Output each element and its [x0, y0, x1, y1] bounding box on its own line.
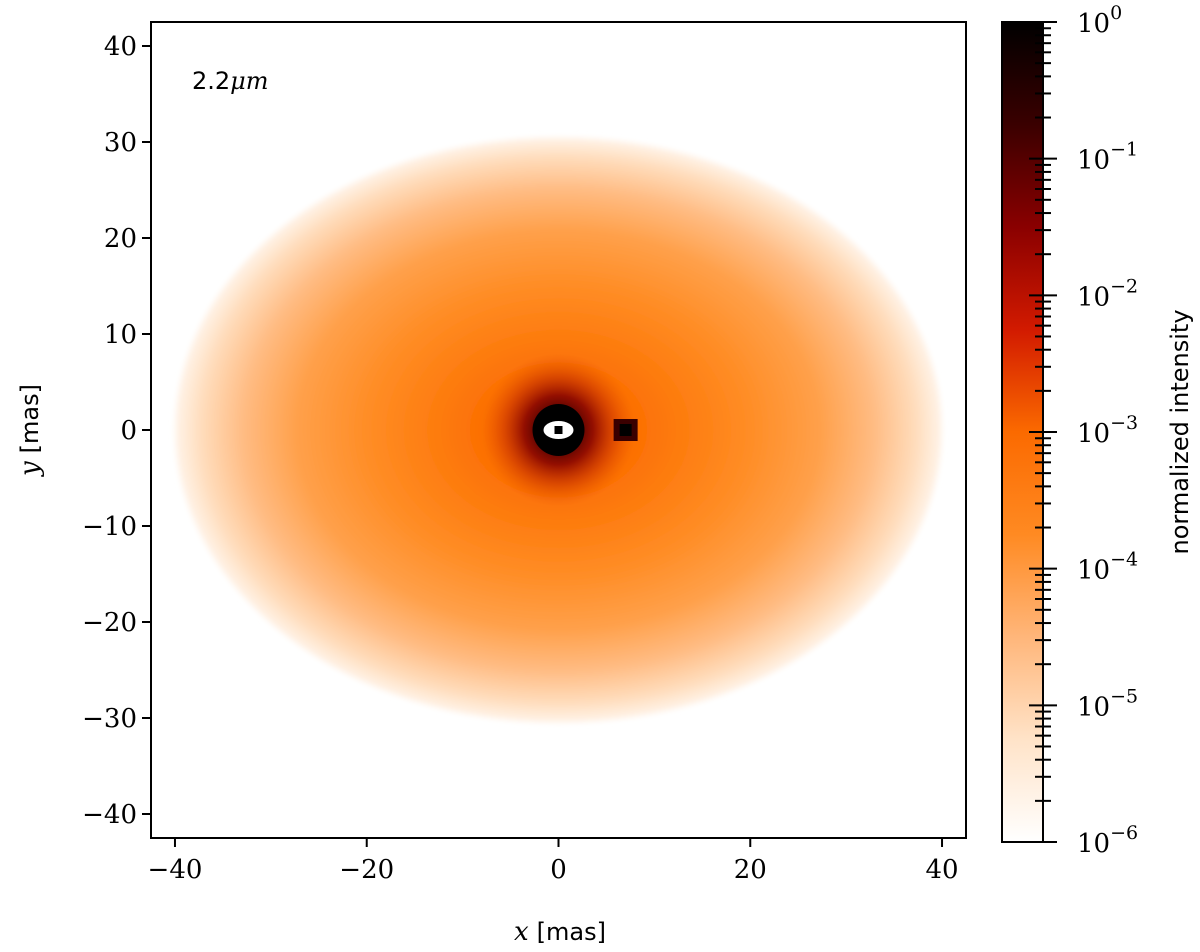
y-tick-label: 20 — [104, 224, 137, 254]
companion-source — [613, 419, 638, 441]
x-tick-label: −40 — [148, 855, 203, 885]
colorbar-tick-label: 10−1 — [1077, 139, 1138, 176]
x-tick-label: 20 — [734, 855, 767, 885]
y-tick-label: 0 — [120, 416, 137, 446]
annotation-wavelength: 2.2μm — [192, 67, 269, 95]
plot-area — [151, 22, 966, 838]
colorbar-label: normalized intensity — [1166, 309, 1194, 554]
colorbar-tick-label: 100 — [1077, 2, 1122, 39]
y-tick-label: 30 — [104, 128, 137, 158]
colorbar-tick-label: 10−6 — [1077, 822, 1138, 859]
y-axis-ticks: 40 30 20 10 0 −10 −20 −30 −40 — [82, 32, 151, 830]
colorbar-frame — [1001, 21, 1044, 843]
companion-core — [619, 424, 632, 436]
colorbar: 100 10−1 10−2 10−3 10−4 10−5 10−6 normalized i… — [1001, 2, 1194, 859]
y-tick-label: −20 — [82, 608, 137, 638]
colorbar-tick-label: 10−2 — [1077, 275, 1138, 312]
colorbar-major-ticks: 100 10−1 10−2 10−3 10−4 10−5 10−6 — [1029, 2, 1138, 859]
y-tick-label: 10 — [104, 320, 137, 350]
central-source — [532, 404, 585, 456]
colorbar-tick-label: 10−3 — [1077, 412, 1138, 449]
x-tick-label: 40 — [925, 855, 958, 885]
colorbar-tick-label: 10−4 — [1077, 549, 1138, 586]
colorbar-tick-label: 10−5 — [1077, 685, 1138, 722]
y-tick-label: 40 — [104, 32, 137, 62]
x-axis-label: x [mas] — [514, 917, 606, 947]
x-tick-label: −20 — [339, 855, 394, 885]
x-tick-label: 0 — [550, 855, 567, 885]
y-axis-label: y[mas] — [15, 384, 45, 477]
y-tick-label: −30 — [82, 704, 137, 734]
central-pixel — [554, 426, 563, 434]
y-tick-label: −40 — [82, 800, 137, 830]
x-axis-ticks: −40 −20 0 20 40 — [148, 838, 959, 885]
y-tick-label: −10 — [82, 512, 137, 542]
